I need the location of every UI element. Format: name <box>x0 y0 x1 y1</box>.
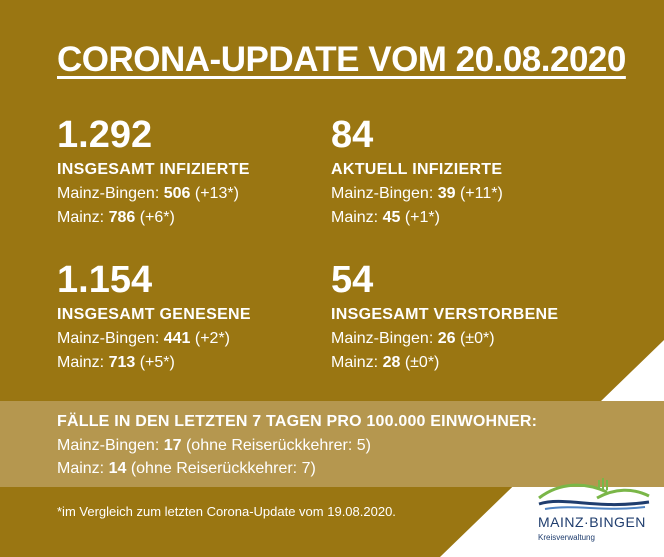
stat-value: 1.154 <box>57 259 153 301</box>
stat-label: AKTUELL INFIZIERTE <box>331 161 503 178</box>
stat-line-mainz-bingen: Mainz-Bingen: 26 (±0*) <box>331 330 495 347</box>
incidence-line-mainz: Mainz: 14 (ohne Reiserückkehrer: 7) <box>57 460 316 477</box>
incidence-band: FÄLLE IN DEN LETZTEN 7 TAGEN PRO 100.000… <box>0 401 664 487</box>
landscape-logo-icon <box>538 478 650 510</box>
stat-line-mainz: Mainz: 786 (+6*) <box>57 209 175 226</box>
stat-total-deceased: 54 INSGESAMT VERSTORBENE Mainz-Bingen: 2… <box>331 260 558 372</box>
stat-total-recovered: 1.154 INSGESAMT GENESENE Mainz-Bingen: 4… <box>57 260 251 372</box>
stat-total-infected: 1.292 INSGESAMT INFIZIERTE Mainz-Bingen:… <box>57 115 250 227</box>
stat-value: 1.292 <box>57 114 153 156</box>
footnote: *im Vergleich zum letzten Corona-Update … <box>57 504 396 519</box>
logo-name: MAINZ·BINGEN <box>538 514 646 530</box>
stat-value: 84 <box>331 114 374 156</box>
stat-line-mainz: Mainz: 45 (+1*) <box>331 209 440 226</box>
mainz-bingen-logo: MAINZ·BINGEN Kreisverwaltung <box>535 476 655 552</box>
stat-line-mainz: Mainz: 28 (±0*) <box>331 354 440 371</box>
incidence-line-mainz-bingen: Mainz-Bingen: 17 (ohne Reiserückkehrer: … <box>57 437 371 454</box>
logo-subtitle: Kreisverwaltung <box>538 533 595 542</box>
stat-line-mainz-bingen: Mainz-Bingen: 441 (+2*) <box>57 330 230 347</box>
stat-value: 54 <box>331 259 374 301</box>
stat-currently-infected: 84 AKTUELL INFIZIERTE Mainz-Bingen: 39 (… <box>331 115 503 227</box>
stat-label: INSGESAMT INFIZIERTE <box>57 161 250 178</box>
stat-line-mainz-bingen: Mainz-Bingen: 506 (+13*) <box>57 185 239 202</box>
stat-line-mainz: Mainz: 713 (+5*) <box>57 354 175 371</box>
stat-line-mainz-bingen: Mainz-Bingen: 39 (+11*) <box>331 185 503 202</box>
stat-label: INSGESAMT VERSTORBENE <box>331 306 559 323</box>
incidence-heading: FÄLLE IN DEN LETZTEN 7 TAGEN PRO 100.000… <box>57 413 538 430</box>
stat-label: INSGESAMT GENESENE <box>57 306 251 323</box>
page-title: CORONA-UPDATE VOM 20.08.2020 <box>57 40 626 79</box>
